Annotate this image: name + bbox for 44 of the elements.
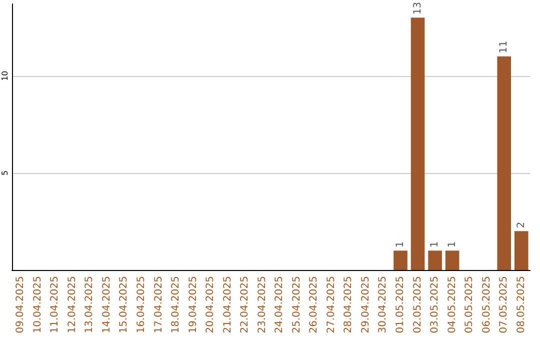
x-tick-label: 07.05.2025 — [498, 276, 510, 334]
x-tick-label: 20.04.2025 — [205, 276, 216, 334]
bar — [394, 250, 408, 270]
x-tick-label: 15.04.2025 — [118, 276, 130, 334]
x-tick-label: 27.04.2025 — [326, 276, 337, 334]
x-tick-label: 06.05.2025 — [481, 276, 492, 334]
x-tick-label: 28.04.2025 — [343, 276, 354, 334]
data-label: 1 — [430, 241, 441, 248]
x-tick-label: 11.04.2025 — [50, 276, 61, 334]
x-tick-label: 12.04.2025 — [66, 276, 78, 334]
x-tick-label: 30.04.2025 — [378, 276, 389, 334]
x-tick-label: 04.05.2025 — [446, 276, 458, 334]
x-tick-label: 03.05.2025 — [430, 276, 441, 334]
x-tick-label: 05.05.2025 — [464, 276, 476, 334]
bar — [497, 56, 512, 270]
x-tick-label: 09.04.2025 — [15, 276, 26, 334]
x-tick-label: 17.04.2025 — [153, 276, 164, 334]
bar — [445, 250, 460, 270]
x-tick-label: 08.05.2025 — [516, 276, 527, 334]
x-tick-label: 14.04.2025 — [101, 276, 112, 334]
x-tick-label: 21.04.2025 — [222, 276, 234, 334]
x-tick-label: 26.04.2025 — [308, 276, 320, 334]
x-tick-label: 18.04.2025 — [170, 276, 182, 334]
y-tick-label: 10 — [0, 70, 10, 81]
x-tick-label: 10.04.2025 — [32, 276, 44, 334]
x-tick-label: 22.04.2025 — [240, 276, 251, 334]
x-tick-label: 13.04.2025 — [84, 276, 96, 334]
data-label: 1 — [446, 241, 458, 248]
x-tick-label: 02.05.2025 — [412, 276, 424, 334]
bar — [428, 250, 442, 270]
x-tick-label: 29.04.2025 — [360, 276, 372, 334]
bar — [514, 231, 528, 270]
x-tick-label: 01.05.2025 — [395, 276, 406, 334]
x-tick-label: 16.04.2025 — [136, 276, 147, 334]
data-label: 1 — [395, 241, 406, 248]
x-tick-label: 23.04.2025 — [256, 276, 268, 334]
data-label: 13 — [412, 2, 424, 15]
x-tick-label: 25.04.2025 — [291, 276, 302, 334]
y-tick-label: 5 — [0, 170, 10, 176]
x-tick-label: 19.04.2025 — [188, 276, 199, 334]
bar — [410, 18, 425, 270]
x-tick-label: 24.04.2025 — [274, 276, 286, 334]
data-label: 2 — [516, 222, 527, 228]
data-label: 11 — [498, 40, 510, 54]
